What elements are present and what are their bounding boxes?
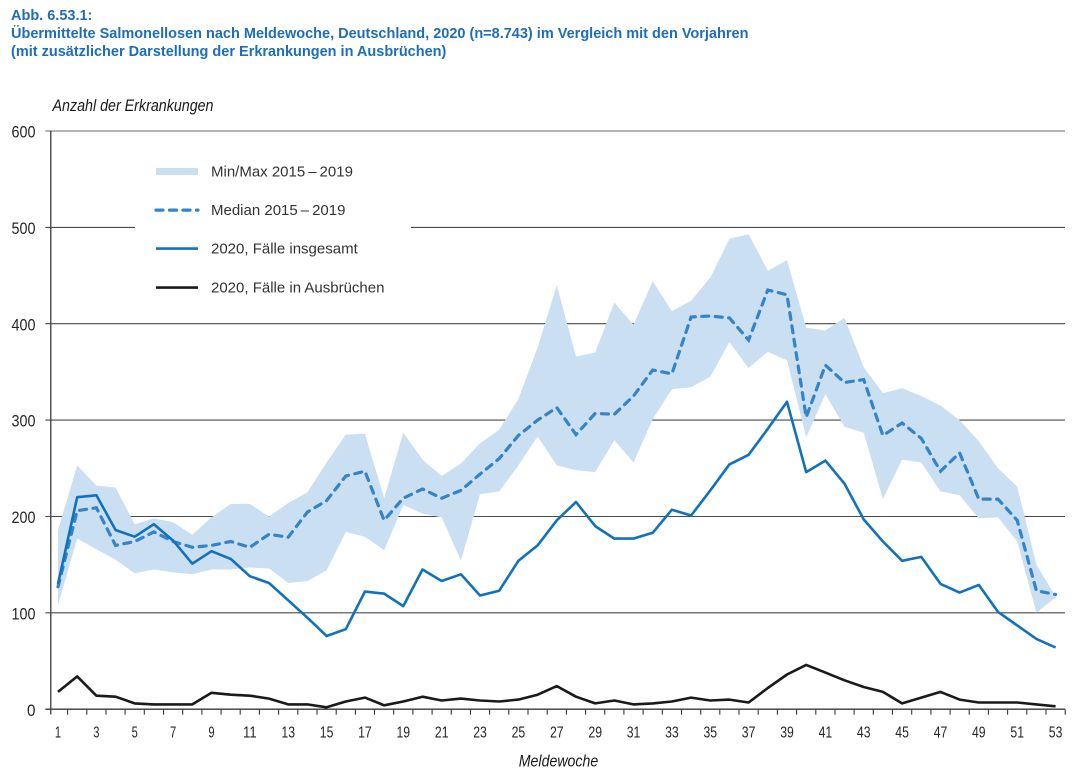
svg-text:9: 9 — [208, 725, 214, 742]
svg-text:17: 17 — [358, 725, 372, 742]
svg-text:300: 300 — [12, 413, 36, 431]
svg-text:25: 25 — [512, 725, 526, 742]
svg-text:31: 31 — [627, 725, 641, 742]
svg-text:27: 27 — [550, 725, 564, 742]
svg-text:53: 53 — [1049, 725, 1063, 742]
svg-text:29: 29 — [588, 725, 602, 742]
svg-text:400: 400 — [12, 316, 36, 334]
svg-text:15: 15 — [320, 725, 334, 742]
svg-text:41: 41 — [819, 725, 833, 742]
svg-text:3: 3 — [93, 725, 99, 742]
svg-text:0: 0 — [27, 702, 36, 720]
svg-text:35: 35 — [704, 725, 718, 742]
svg-text:13: 13 — [281, 725, 295, 742]
svg-text:200: 200 — [12, 509, 36, 527]
svg-text:5: 5 — [132, 725, 138, 742]
svg-text:Meldewoche: Meldewoche — [519, 751, 599, 770]
svg-text:7: 7 — [170, 725, 176, 742]
svg-text:43: 43 — [857, 725, 871, 742]
svg-text:1: 1 — [55, 725, 61, 742]
svg-text:23: 23 — [473, 725, 487, 742]
svg-text:47: 47 — [934, 725, 948, 742]
svg-text:500: 500 — [12, 220, 36, 238]
svg-text:51: 51 — [1010, 725, 1024, 742]
svg-text:49: 49 — [972, 725, 986, 742]
svg-text:21: 21 — [435, 725, 449, 742]
svg-text:45: 45 — [895, 725, 909, 742]
svg-text:Anzahl der Erkrankungen: Anzahl der Erkrankungen — [52, 96, 214, 115]
svg-text:39: 39 — [780, 725, 794, 742]
svg-text:37: 37 — [742, 725, 756, 742]
svg-text:2020, Fälle in Ausbrüchen: 2020, Fälle in Ausbrüchen — [211, 280, 384, 297]
svg-text:33: 33 — [665, 725, 679, 742]
svg-text:19: 19 — [397, 725, 411, 742]
svg-text:600: 600 — [12, 124, 36, 142]
svg-text:11: 11 — [243, 725, 257, 742]
svg-text:Median 2015 – 2019: Median 2015 – 2019 — [211, 202, 345, 219]
svg-text:100: 100 — [12, 605, 36, 623]
svg-text:Min/Max 2015 – 2019: Min/Max 2015 – 2019 — [211, 164, 353, 181]
svg-text:2020, Fälle insgesamt: 2020, Fälle insgesamt — [211, 241, 359, 258]
